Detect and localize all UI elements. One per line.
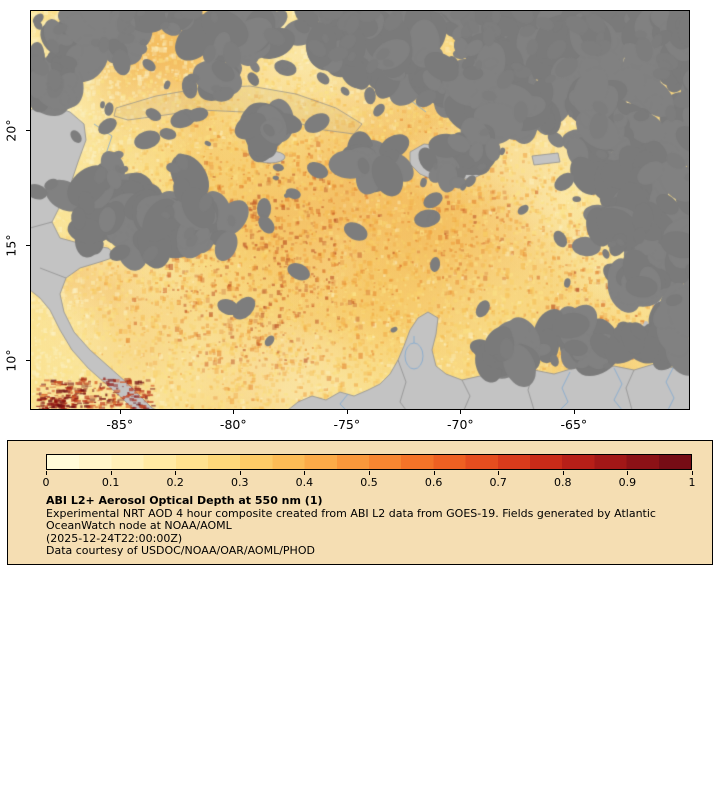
longitude-tick [119,410,121,414]
longitude-tick [346,410,348,414]
legend-panel: ABI L2+ Aerosol Optical Depth at 550 nm … [7,440,713,565]
colorbar-tick-label: 0 [42,476,50,489]
colorbar-tick [110,471,112,475]
colorbar-tick-label: 0.8 [554,476,572,489]
colorbar [46,454,692,470]
legend-title: ABI L2+ Aerosol Optical Depth at 550 nm … [46,494,323,507]
colorbar-tick [304,471,306,475]
colorbar-tick-label: 0.9 [618,476,637,489]
longitude-tick [460,410,462,414]
latitude-tick [26,130,30,131]
longitude-tick-label: -70° [446,417,474,432]
longitude-tick-label: -65° [560,417,588,432]
colorbar-tick [239,471,241,475]
longitude-tick [233,410,235,414]
legend-description-line2: OceanWatch node at NOAA/AOML [46,519,232,533]
colorbar-tick [562,471,564,475]
legend-text-block: ABI L2+ Aerosol Optical Depth at 550 nm … [46,494,656,558]
colorbar-tick [433,471,435,475]
longitude-tick-label: -85° [106,417,134,432]
legend-description-line1: Experimental NRT AOD 4 hour composite cr… [46,506,656,520]
colorbar-tick-label: 0.7 [489,476,507,489]
colorbar-tick-label: 0.4 [295,476,314,489]
colorbar-tick-label: 1 [688,476,696,489]
aod-map-image [30,10,690,410]
longitude-tick [573,410,575,414]
colorbar-tick [692,471,693,475]
legend-credit: Data courtesy of USDOC/NOAA/OAR/AOML/PHO… [46,544,315,558]
colorbar-tick [46,471,47,475]
latitude-tick-label: 15° [3,233,19,257]
colorbar-tick-label: 0.5 [360,476,378,489]
colorbar-tick-label: 0.1 [101,476,120,489]
colorbar-tick-label: 0.2 [166,476,184,489]
colorbar-tick [498,471,500,475]
longitude-tick-label: -80° [219,417,247,432]
colorbar-tick [627,471,629,475]
colorbar-tick-label: 0.3 [231,476,249,489]
map-plot: 20° 15° 10° -85° -80° -75° -70° -65° [4,10,690,432]
colorbar-tick-label: 0.6 [424,476,443,489]
latitude-tick [26,245,30,246]
colorbar-tick [369,471,370,475]
longitude-tick-label: -75° [333,417,361,432]
colorbar-tick [175,471,177,475]
latitude-tick [26,360,30,361]
latitude-tick-label: 10° [3,348,19,372]
latitude-tick-label: 20° [3,118,19,142]
legend-timestamp: (2025-12-24T22:00:00Z) [46,531,183,545]
